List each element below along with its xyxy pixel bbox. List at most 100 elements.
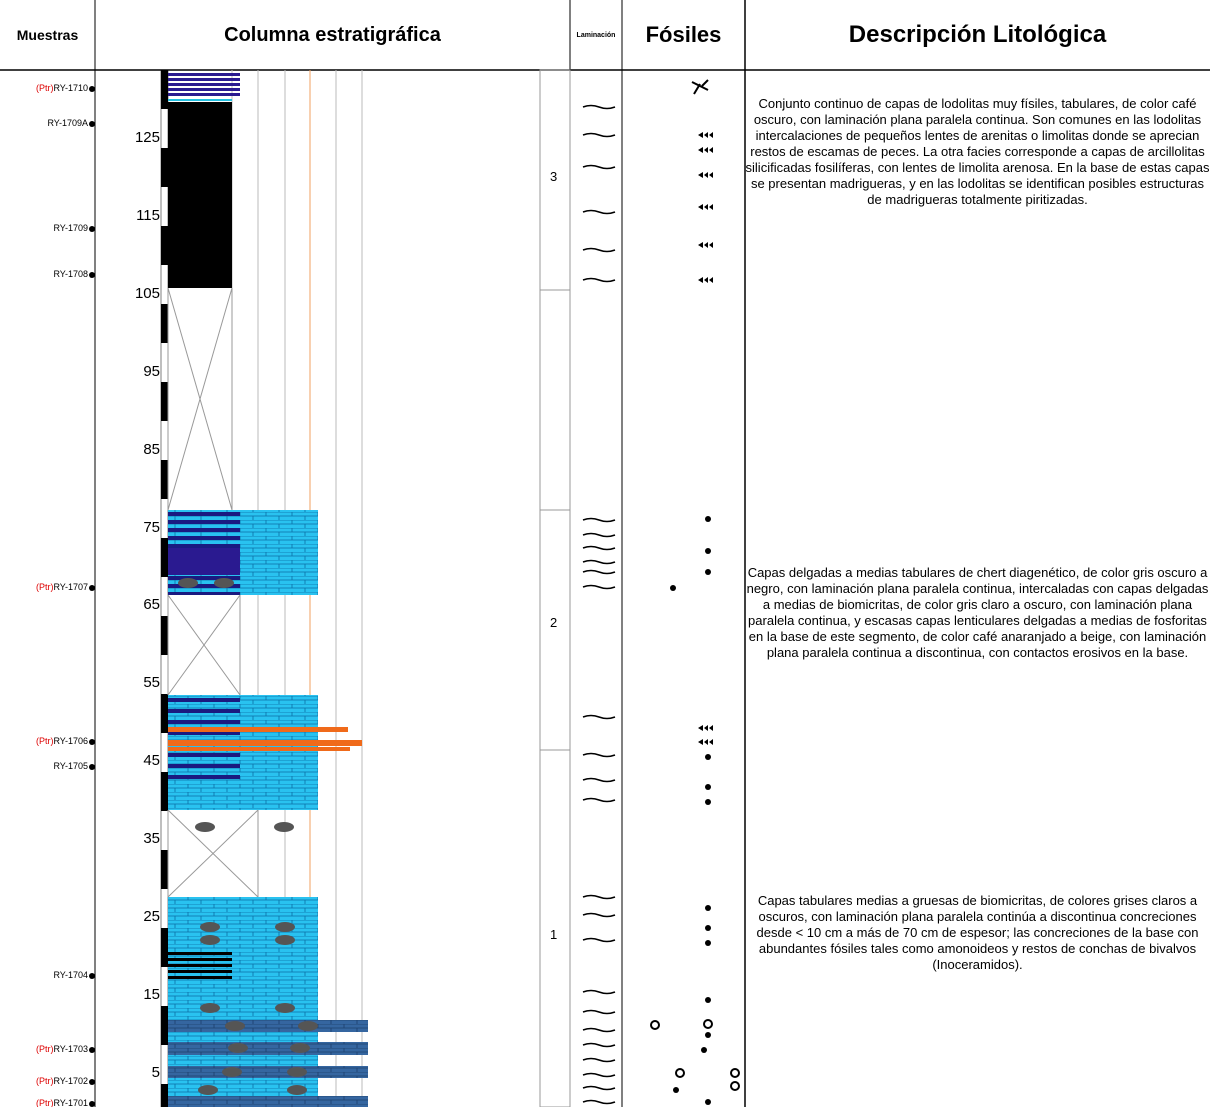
fossil-fish [698, 242, 713, 248]
bed [168, 548, 240, 575]
sample-name: RY-1710 [53, 83, 88, 93]
description: Capas tabulares medias a gruesas de biom… [745, 893, 1210, 973]
depth-label: 15 [143, 986, 160, 1003]
sample-name: RY-1705 [53, 761, 88, 771]
scale-seg [161, 382, 168, 421]
fossil-fish [698, 204, 713, 210]
sample-prefix: (Ptr) [36, 1044, 54, 1054]
lamination [583, 106, 615, 109]
sample-name: RY-1704 [53, 970, 88, 980]
sample-label: (Ptr)RY-1706 [36, 736, 88, 746]
lamination [583, 716, 615, 719]
fossil-shell [705, 905, 711, 911]
fossil-shell [705, 1032, 711, 1038]
sample-dot [89, 764, 95, 770]
depth-label: 35 [143, 830, 160, 847]
scale-seg [161, 1084, 168, 1107]
fossil-fish [698, 147, 713, 153]
bed [168, 727, 348, 732]
fossil-ammonite [676, 1069, 684, 1077]
fossil-shell [705, 1099, 711, 1105]
bed [168, 102, 232, 288]
bed [168, 1042, 368, 1055]
sample-label: RY-1704 [53, 970, 88, 980]
bed [168, 1032, 318, 1042]
sample-label: (Ptr)RY-1703 [36, 1044, 88, 1054]
bed [168, 528, 240, 532]
lamination [583, 547, 615, 550]
sample-label: RY-1708 [53, 269, 88, 279]
fossil-shell [705, 569, 711, 575]
bed [168, 709, 240, 713]
sample-label: (Ptr)RY-1707 [36, 582, 88, 592]
sample-dot [89, 121, 95, 127]
fossil-fish [698, 172, 713, 178]
bed [168, 740, 362, 746]
concretion [275, 922, 295, 932]
sample-dot [89, 1047, 95, 1053]
bed [168, 73, 240, 76]
sample-label: RY-1709 [53, 223, 88, 233]
lamination [583, 211, 615, 214]
fossil-shell [705, 997, 711, 1003]
bed [168, 536, 240, 540]
fossil-fish [698, 132, 713, 138]
lamination [583, 249, 615, 252]
lamination [583, 1044, 615, 1047]
lamination [583, 799, 615, 802]
header-samples: Muestras [0, 0, 95, 70]
depth-label: 45 [143, 752, 160, 769]
fossil-ammonite [731, 1082, 739, 1090]
bed [168, 1096, 368, 1107]
sample-prefix: (Ptr) [36, 582, 54, 592]
concretion [222, 1067, 242, 1077]
lamination [583, 754, 615, 757]
lamination [583, 586, 615, 589]
concretion [287, 1085, 307, 1095]
lamination [583, 1101, 615, 1104]
depth-label: 25 [143, 908, 160, 925]
fossil-shell [705, 784, 711, 790]
sample-dot [89, 585, 95, 591]
segment-label: 2 [550, 615, 557, 630]
depth-label: 65 [143, 596, 160, 613]
bed [168, 1020, 368, 1032]
bed [168, 544, 240, 548]
fossil-shell [705, 754, 711, 760]
bed [168, 88, 240, 91]
sample-dot [89, 1079, 95, 1085]
fossil-shell [673, 1087, 679, 1093]
fossil-ammonite [704, 1020, 712, 1028]
header-column: Columna estratigráfica [95, 0, 570, 70]
depth-label: 125 [135, 129, 160, 146]
scale-seg [161, 928, 168, 967]
lamination [583, 896, 615, 899]
lamination [583, 166, 615, 169]
sample-name: RY-1702 [53, 1076, 88, 1086]
depth-label: 115 [136, 207, 160, 224]
lamination [583, 779, 615, 782]
depth-label: 75 [143, 519, 160, 536]
fossil-shell [705, 940, 711, 946]
bed [168, 964, 232, 967]
page: Muestras Columna estratigráfica Laminaci… [0, 0, 1210, 1107]
lamination [583, 134, 615, 137]
scale-seg [161, 148, 168, 187]
concretion [178, 578, 198, 588]
concretion [275, 935, 295, 945]
lamination [583, 279, 615, 282]
lamination [583, 1029, 615, 1032]
concretion [225, 1021, 245, 1031]
lamination [583, 1011, 615, 1014]
bed [168, 764, 240, 768]
fossil-shell [705, 799, 711, 805]
concretion [228, 1043, 248, 1053]
scale-seg [161, 226, 168, 265]
sample-name: RY-1701 [53, 1098, 88, 1107]
sample-dot [89, 226, 95, 232]
concretion [195, 822, 215, 832]
fossil-shell [705, 516, 711, 522]
scale-seg [161, 1006, 168, 1045]
bed [168, 720, 240, 724]
bed [168, 698, 240, 702]
